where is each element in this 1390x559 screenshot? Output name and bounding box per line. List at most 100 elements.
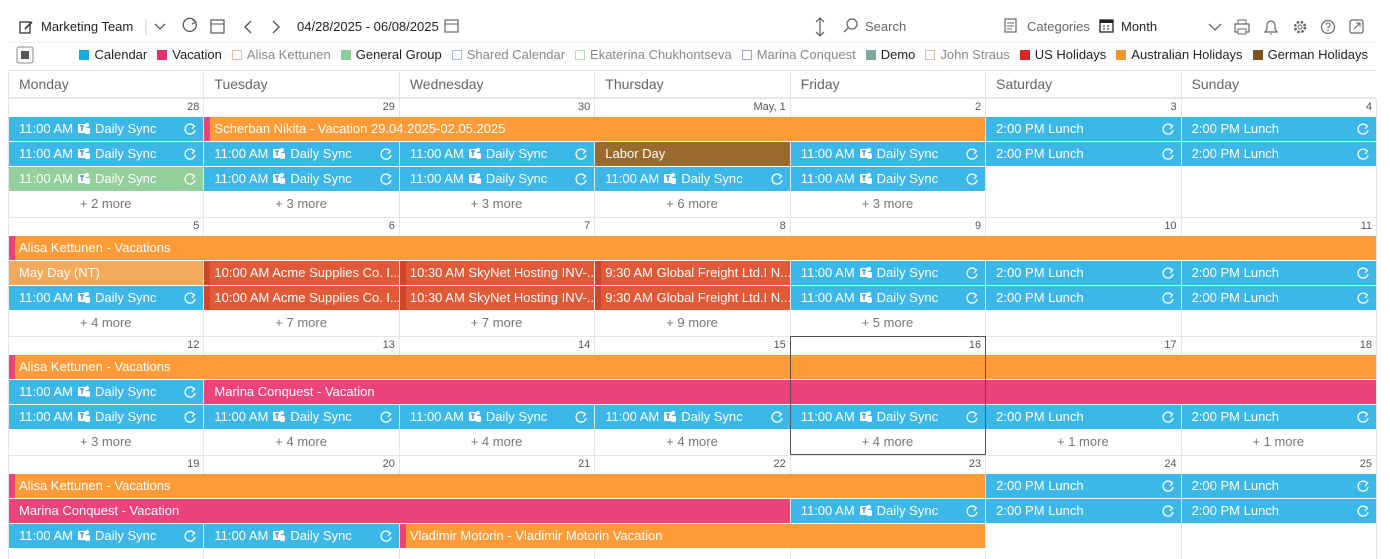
calendar-event[interactable]: Labor Day [595, 142, 790, 166]
calendar-event[interactable]: Scherban Nikita - Vacation 29.04.2025-02… [204, 117, 986, 141]
calendar-event[interactable]: Marina Conquest - Vacation [9, 499, 790, 523]
day-number[interactable]: May, 1 [753, 101, 786, 113]
calendar-event[interactable]: 10:30 AM SkyNet Hosting INV-... [399, 261, 595, 285]
day-number[interactable]: 25 [1359, 458, 1372, 470]
more-link[interactable]: + 4 more [275, 434, 327, 449]
day-number[interactable]: 23 [968, 458, 982, 470]
calendar-event[interactable]: 11:00 AM Daily Sync [790, 286, 986, 310]
calendar-event[interactable]: 2:00 PM Lunch [986, 142, 1181, 166]
more-link[interactable]: + 3 more [275, 196, 327, 211]
more-link[interactable]: + 2 more [79, 196, 132, 211]
calendar-event[interactable]: 10:00 AM Acme Supplies Co. I... [204, 261, 399, 285]
categories-button[interactable]: Categories [1027, 19, 1090, 34]
more-link[interactable]: + 1 more [1057, 434, 1109, 449]
calendar-event[interactable]: 11:00 AM Daily Sync [790, 405, 986, 429]
day-number[interactable]: 17 [1164, 339, 1177, 351]
legend-item[interactable]: Shared Calendar [451, 47, 565, 62]
legend-item[interactable]: Ekaterina Chukhontseva [575, 47, 732, 62]
calendar-event[interactable]: 2:00 PM Lunch [986, 405, 1181, 429]
calendar-event[interactable]: 10:00 AM Acme Supplies Co. I... [204, 286, 399, 310]
day-number[interactable]: 30 [578, 101, 591, 113]
calendar-event[interactable]: 11:00 AM Daily Sync [595, 405, 790, 429]
date-range[interactable]: 04/28/2025 - 06/08/2025 [297, 19, 439, 34]
more-link[interactable]: + 3 more [861, 196, 914, 211]
more-link[interactable]: + 7 more [470, 315, 523, 330]
search-box[interactable]: Search [865, 19, 907, 34]
calendar-event[interactable]: 11:00 AM Daily Sync [9, 380, 204, 404]
more-link[interactable]: + 4 more [79, 315, 132, 330]
calendar-event[interactable]: 2:00 PM Lunch [986, 286, 1181, 310]
day-number[interactable]: 6 [388, 220, 395, 232]
day-number[interactable]: 8 [779, 220, 786, 232]
calendar-event[interactable]: 11:00 AM Daily Sync [790, 261, 986, 285]
calendar-event[interactable]: 10:30 AM SkyNet Hosting INV-... [399, 286, 595, 310]
calendar-event[interactable]: 11:00 AM Daily Sync [204, 524, 399, 548]
day-number[interactable]: 19 [187, 458, 200, 470]
calendar-event[interactable]: 2:00 PM Lunch [1181, 499, 1376, 523]
calendar-event[interactable]: 2:00 PM Lunch [1181, 405, 1376, 429]
view-selector[interactable]: Month [1121, 19, 1158, 34]
calendar-event[interactable]: 2:00 PM Lunch [1181, 261, 1376, 285]
day-number[interactable]: 14 [578, 339, 591, 351]
day-number[interactable]: 2 [975, 101, 982, 113]
toolbar-nav-icons[interactable] [145, 17, 325, 37]
calendar-event[interactable]: 2:00 PM Lunch [986, 474, 1181, 498]
day-number[interactable]: 10 [1164, 220, 1177, 232]
more-link[interactable]: + 5 more [861, 315, 914, 330]
expand-icon[interactable] [813, 16, 827, 38]
calendar-event[interactable]: 11:00 AM Daily Sync [790, 499, 986, 523]
day-number[interactable]: 21 [578, 458, 591, 470]
day-number[interactable]: 5 [193, 220, 200, 232]
calendar-event[interactable]: 11:00 AM Daily Sync [595, 167, 790, 191]
calendar-event[interactable]: 11:00 AM Daily Sync [9, 405, 204, 429]
calendar-event[interactable]: 2:00 PM Lunch [1181, 117, 1376, 141]
more-link[interactable]: + 3 more [470, 196, 523, 211]
calendar-event[interactable]: 9:30 AM Global Freight Ltd.I N... [595, 286, 790, 310]
calendar-event[interactable]: 11:00 AM Daily Sync [9, 142, 204, 166]
calendar-event[interactable]: Alisa Kettunen - Vacations [9, 355, 1376, 379]
day-number[interactable]: 13 [382, 339, 395, 351]
edit-icon[interactable] [18, 19, 34, 35]
view-icon[interactable] [1099, 18, 1115, 34]
calendar-event[interactable]: May Day (NT) [9, 261, 204, 285]
legend-item[interactable]: Demo [865, 47, 915, 62]
calendar-event[interactable]: 2:00 PM Lunch [1181, 474, 1376, 498]
calendar-event[interactable]: 11:00 AM Daily Sync [204, 405, 399, 429]
legend-item[interactable]: Marina Conquest [741, 47, 856, 62]
calendar-event[interactable]: 11:00 AM Daily Sync [9, 286, 204, 310]
calendar-event[interactable]: Marina Conquest - Vacation [204, 380, 1376, 404]
team-name[interactable]: Marketing Team [41, 19, 134, 34]
day-number[interactable]: 16 [968, 339, 982, 351]
calendar-event[interactable]: 11:00 AM Daily Sync [399, 167, 595, 191]
calendar-event[interactable]: 9:30 AM Global Freight Ltd.I N... [595, 261, 790, 285]
day-number[interactable]: 4 [1365, 101, 1372, 113]
calendar-event[interactable]: 11:00 AM Daily Sync [204, 167, 399, 191]
calendar-event[interactable]: 11:00 AM Daily Sync [9, 167, 204, 191]
day-number[interactable]: 24 [1164, 458, 1177, 470]
calendar-event[interactable]: Vladimir Motorin - Vladimir Motorin Vaca… [399, 524, 986, 548]
calendar-event[interactable]: 11:00 AM Daily Sync [790, 142, 986, 166]
more-link[interactable]: + 4 more [470, 434, 523, 449]
day-number[interactable]: 11 [1360, 220, 1372, 232]
legend-item[interactable]: Vacation [157, 47, 222, 62]
calendar-event[interactable]: Alisa Kettunen - Vacations [9, 236, 1376, 260]
day-number[interactable]: 18 [1359, 339, 1372, 351]
legend-item[interactable]: John Straus [925, 47, 1010, 62]
legend-item[interactable]: German Holidays [1252, 47, 1368, 62]
day-number[interactable]: 3 [1170, 101, 1177, 113]
calendar-event[interactable]: 11:00 AM Daily Sync [9, 524, 204, 548]
calendar-event[interactable]: 2:00 PM Lunch [1181, 286, 1376, 310]
more-link[interactable]: + 4 more [666, 434, 718, 449]
more-link[interactable]: + 9 more [666, 315, 718, 330]
select-all-checkbox[interactable] [16, 46, 34, 64]
day-number[interactable]: 9 [975, 220, 982, 232]
calendar-event[interactable]: 2:00 PM Lunch [986, 261, 1181, 285]
legend-item[interactable]: Australian Holidays [1116, 47, 1243, 62]
legend-item[interactable]: US Holidays [1019, 47, 1106, 62]
more-link[interactable]: + 6 more [666, 196, 718, 211]
calendar-event[interactable]: 11:00 AM Daily Sync [790, 167, 986, 191]
calendar-event[interactable]: 11:00 AM Daily Sync [9, 117, 204, 141]
day-number[interactable]: 15 [773, 339, 786, 351]
calendar-event[interactable]: Alisa Kettunen - Vacations [9, 474, 986, 498]
calendar-event[interactable]: 11:00 AM Daily Sync [204, 142, 399, 166]
